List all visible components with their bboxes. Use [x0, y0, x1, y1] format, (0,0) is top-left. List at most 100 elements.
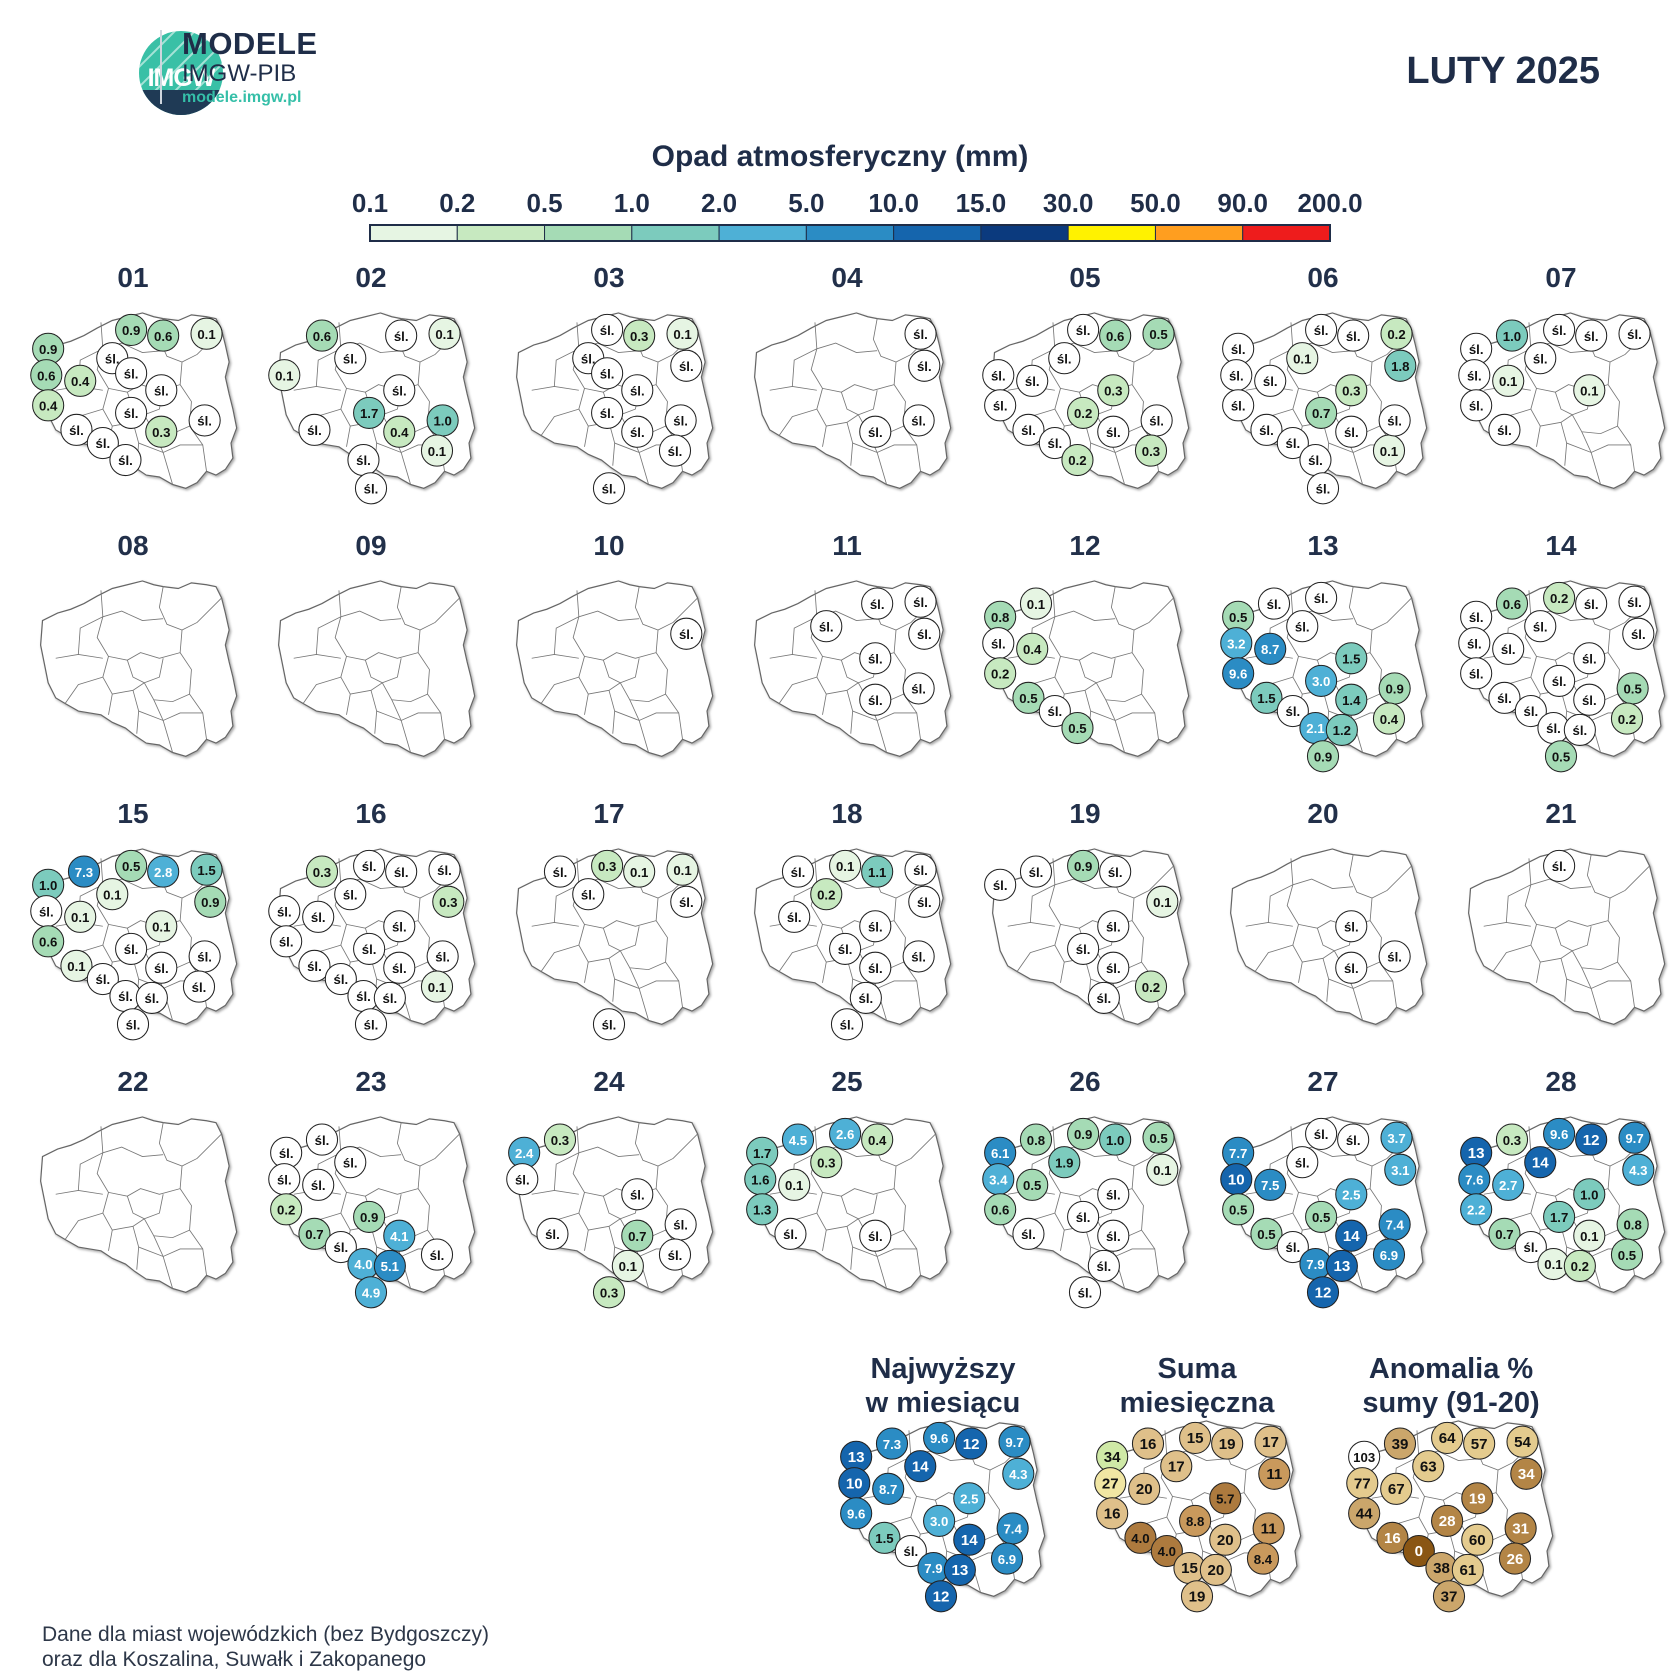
- station-value: 0.4: [39, 399, 58, 414]
- station-value: 16: [1384, 1530, 1401, 1547]
- station-value: 8.8: [1186, 1514, 1204, 1529]
- station-value: śl.: [39, 904, 54, 919]
- station-value: 3.1: [1391, 1163, 1409, 1178]
- station-marker-zielona: śl.: [1460, 657, 1493, 690]
- station-value: 0.5: [1552, 749, 1570, 764]
- station-marker-suwalki: śl.: [904, 585, 937, 618]
- station-marker-kielce: śl.: [383, 951, 416, 984]
- station-marker-warszawa: śl.: [1097, 910, 1130, 943]
- station-marker-krakow: śl.: [1087, 981, 1120, 1014]
- station-value: 4.1: [390, 1229, 408, 1244]
- d27-map: śl. śl. 3.7 7.7 3.1 śl. 10 7.5 2.5 0.5 0.5 0.5 7.4 14…: [1220, 1116, 1428, 1309]
- station-value: śl.: [868, 425, 883, 440]
- station-marker-poznan: 7.5: [1254, 1168, 1287, 1201]
- station-marker-gdansk: 0.3: [591, 849, 624, 883]
- station-value: 28: [1439, 1513, 1456, 1530]
- station-marker-bydgoszcz: śl.: [572, 878, 605, 911]
- legend-tick-3: 1.0: [613, 188, 650, 218]
- station-marker-krakow: 5.1: [373, 1249, 406, 1282]
- day-panel-16: 16 0.3 śl. śl. śl. 0.3 śl. śl. śl. śl. śl. śl. śl. śl…: [256, 798, 486, 1060]
- station-marker-kielce: śl.: [1097, 1219, 1130, 1252]
- station-value: 2.8: [154, 865, 172, 880]
- station-marker-lublin: śl.: [902, 404, 935, 437]
- station-value: 0.3: [600, 1285, 618, 1300]
- station-marker-opole: śl.: [1038, 694, 1071, 728]
- station-value: śl.: [581, 351, 596, 366]
- station-marker-szczecin: 7.7: [1222, 1136, 1255, 1169]
- station-marker-warszawa: śl.: [383, 374, 416, 407]
- station-value: 103: [1353, 1450, 1375, 1465]
- station-value: 10: [846, 1475, 863, 1492]
- day-label: 02: [355, 262, 387, 293]
- station-marker-rzeszow: 8.4: [1246, 1542, 1280, 1575]
- station-marker-wroclaw: śl.: [1012, 413, 1045, 446]
- station-value: śl.: [668, 1248, 683, 1263]
- station-marker-olsztyn: 57: [1463, 1427, 1496, 1460]
- station-value: 0.1: [428, 444, 446, 459]
- station-value: śl.: [868, 961, 883, 976]
- station-marker-kielce: śl.: [1573, 683, 1606, 716]
- station-value: 1.0: [39, 878, 57, 893]
- station-marker-katowice: 0.2: [1061, 443, 1094, 477]
- station-marker-krakow: 1.2: [1325, 713, 1358, 746]
- station-value: 1.6: [751, 1172, 769, 1187]
- station-value: 20: [1217, 1532, 1234, 1549]
- station-marker-koszalin: śl.: [781, 855, 815, 888]
- station-value: śl.: [630, 425, 645, 440]
- day-label: 05: [1069, 262, 1101, 293]
- station-marker-wroclaw: 0.7: [1488, 1217, 1521, 1250]
- station-value: 1.7: [1550, 1210, 1568, 1225]
- day-panel-02: 02 0.6 śl. 0.1 0.1 śl. śl. 1.7 0.4 1.0 śl. śl. 0.1 śl…: [256, 262, 486, 524]
- station-marker-gorzow: śl.: [1458, 359, 1491, 392]
- day-label: 04: [831, 262, 863, 293]
- station-value: 14: [1532, 1154, 1549, 1171]
- station-value: 14: [961, 1532, 978, 1549]
- station-value: 12: [1583, 1132, 1600, 1149]
- station-marker-wroclaw: 4.0: [1124, 1521, 1157, 1554]
- station-marker-zielona: śl.: [984, 389, 1017, 422]
- station-marker-zielona: 44: [1348, 1497, 1381, 1530]
- station-marker-suwalki: 54: [1506, 1425, 1539, 1458]
- station-value: śl.: [1286, 1240, 1301, 1255]
- station-value: śl.: [126, 1017, 141, 1032]
- station-value: śl.: [838, 942, 853, 957]
- legend-tick-9: 50.0: [1130, 188, 1181, 218]
- station-value: śl.: [1295, 619, 1310, 634]
- station-value: śl.: [602, 481, 617, 496]
- legend-tick-4: 2.0: [701, 188, 738, 218]
- station-marker-bialystok: śl.: [908, 885, 941, 918]
- station-value: 4.9: [362, 1285, 380, 1300]
- station-value: 38: [1433, 1560, 1450, 1577]
- station-marker-gdansk: 9.6: [1543, 1117, 1576, 1151]
- d25-map: 4.5 2.6 0.4 1.7 1.6 0.3 0.1 1.3 śl. śl.: [744, 1116, 952, 1293]
- station-value: śl.: [673, 1218, 688, 1233]
- station-value: śl.: [1106, 1229, 1121, 1244]
- station-value: 7.4: [1003, 1522, 1022, 1537]
- station-value: śl.: [1344, 961, 1359, 976]
- legend-swatch-2: [544, 224, 633, 242]
- station-marker-warszawa: śl.: [621, 374, 654, 407]
- station-marker-lublin: śl.: [902, 940, 935, 973]
- station-marker-koszalin: 7.3: [875, 1427, 909, 1460]
- station-marker-lublin: śl.: [426, 940, 459, 973]
- station-marker-olsztyn: 12: [1575, 1123, 1608, 1156]
- brand-url[interactable]: modele.imgw.pl: [182, 89, 302, 106]
- station-value: śl.: [1533, 351, 1548, 366]
- station-marker-opole: 0: [1402, 1534, 1435, 1568]
- station-marker-bydgoszcz: 0.1: [96, 878, 129, 911]
- station-value: 0.8: [1027, 1133, 1045, 1148]
- station-marker-olsztyn: 12: [955, 1427, 988, 1460]
- station-value: śl.: [673, 414, 688, 429]
- station-value: 2.5: [1342, 1187, 1360, 1202]
- station-value: 0.6: [154, 329, 172, 344]
- station-value: śl.: [868, 693, 883, 708]
- station-marker-kielce: śl.: [1335, 415, 1368, 448]
- station-value: 0.6: [991, 1203, 1009, 1218]
- station-marker-gdansk: 64: [1431, 1421, 1464, 1455]
- station-marker-gorzow: śl.: [506, 1163, 539, 1196]
- day-label: 06: [1307, 262, 1339, 293]
- station-value: śl.: [791, 865, 806, 880]
- station-value: śl.: [124, 366, 139, 381]
- station-marker-gorzow: 27: [1094, 1467, 1127, 1500]
- station-marker-gdansk: śl.: [1543, 313, 1576, 347]
